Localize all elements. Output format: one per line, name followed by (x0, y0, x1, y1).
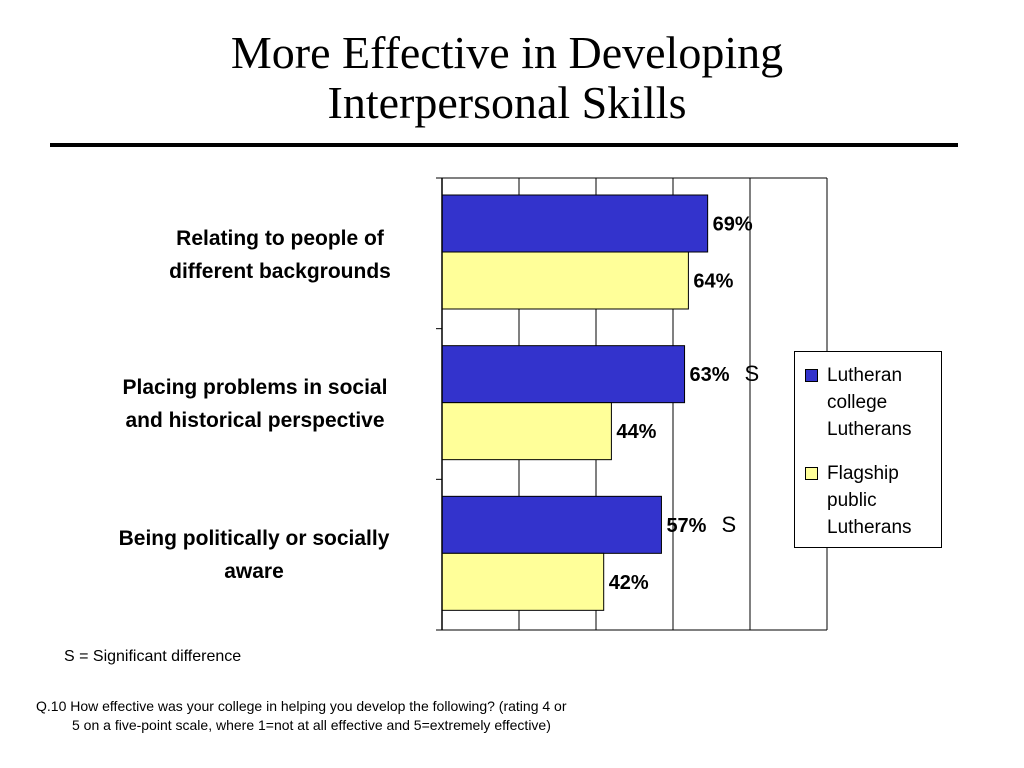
data-label: 44% (616, 421, 656, 443)
legend-swatch-yellow (805, 467, 818, 480)
significance-marker: S (745, 361, 760, 386)
legend-label-line: Lutherans (827, 419, 912, 440)
bar-lutheran-college (441, 495, 662, 554)
data-label: 64% (693, 271, 733, 293)
category-label-line: and historical perspective (125, 409, 385, 432)
category-label-relating: Relating to people of different backgrou… (110, 222, 450, 288)
data-label: 69% (713, 214, 753, 236)
title-line-1: More Effective in Developing (230, 27, 784, 78)
legend-label-line: college (827, 392, 888, 413)
question-line-2: 5 on a five-point scale, where 1=not at … (72, 717, 551, 733)
bar-lutheran-college (441, 345, 686, 404)
data-label: 63% (690, 364, 730, 386)
legend-swatch-blue (805, 369, 818, 382)
bar-flagship-public (441, 552, 605, 611)
chart-legend: Lutheran college Lutherans Flagship publ… (794, 351, 942, 548)
question-note: Q.10 How effective was your college in h… (36, 697, 656, 735)
page-title: More Effective in Developing Interperson… (0, 28, 1014, 128)
significance-note: S = Significant difference (64, 648, 242, 665)
legend-label: Flagship public Lutherans (827, 460, 942, 541)
legend-label-line: Flagship (827, 463, 899, 484)
category-label-line: aware (224, 560, 284, 583)
title-line-2: Interpersonal Skills (327, 77, 687, 128)
legend-label-line: public (827, 490, 877, 511)
title-divider (50, 143, 958, 147)
significance-marker: S (721, 512, 736, 537)
category-label-line: Relating to people of (176, 227, 384, 250)
bar-lutheran-college (441, 194, 709, 253)
category-label-line: Placing problems in social (122, 376, 388, 399)
question-line-1: Q.10 How effective was your college in h… (36, 698, 567, 714)
category-label-line: different backgrounds (169, 260, 391, 283)
category-label-placing: Placing problems in social and historica… (85, 371, 425, 437)
bar-flagship-public (441, 402, 612, 461)
category-label-line: Being politically or socially (118, 527, 390, 550)
legend-label-line: Lutherans (827, 517, 912, 538)
data-label: 42% (609, 572, 649, 594)
data-label: 57% (666, 515, 706, 537)
category-label-political: Being politically or socially aware (84, 522, 424, 588)
legend-label-line: Lutheran (827, 365, 903, 386)
bar-flagship-public (441, 251, 689, 310)
legend-label: Lutheran college Lutherans (827, 362, 942, 443)
